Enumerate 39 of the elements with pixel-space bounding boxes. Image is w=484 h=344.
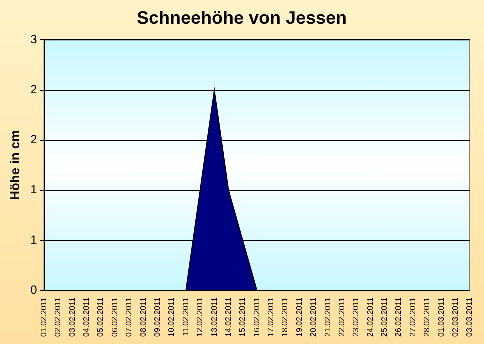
x-tick-label: 24.02.2011 (366, 297, 375, 338)
x-tick-label: 01.03.2011 (436, 297, 446, 338)
x-tick-label: 11.02.2011 (181, 297, 190, 336)
x-tick-label: 03.02.2011 (68, 297, 77, 338)
y-axis-title: Höhe in cm (7, 130, 22, 200)
x-tick-label: 12.02.2011 (196, 297, 205, 338)
x-tick-label: 20.02.2011 (309, 297, 318, 338)
x-tick-label: 07.02.2011 (124, 297, 134, 338)
x-tick-label: 03.03.2011 (465, 297, 474, 338)
x-tick-label: 01.02.2011 (39, 297, 48, 338)
x-tick-label: 25.02.2011 (380, 297, 390, 338)
x-tick-label: 21.02.2011 (323, 297, 332, 338)
x-tick-label: 02.03.2011 (451, 297, 460, 338)
y-tick-label: 3 (30, 32, 38, 47)
x-tick-label: 08.02.2011 (138, 297, 148, 338)
x-tick-label: 10.02.2011 (167, 297, 176, 338)
x-tick-label: 13.02.2011 (210, 297, 219, 338)
x-tick-label: 19.02.2011 (294, 297, 304, 338)
x-tick-label: 16.02.2011 (252, 297, 262, 338)
x-tick-label: 18.02.2011 (280, 297, 290, 338)
x-tick-label: 22.02.2011 (337, 297, 346, 338)
x-tick-label: 17.02.2011 (266, 297, 276, 338)
x-tick-label: 27.02.2011 (408, 297, 418, 338)
chart-title: Schneehöhe von Jessen (136, 8, 348, 29)
x-tick-label: 23.02.2011 (352, 297, 361, 338)
y-tick-label: 1 (30, 232, 38, 247)
x-tick-label: 26.02.2011 (394, 297, 404, 338)
x-tick-label: 02.02.2011 (54, 297, 63, 338)
x-tick-label: 09.02.2011 (153, 297, 162, 338)
x-tick-label: 14.02.2011 (224, 297, 233, 338)
y-tick-label: 1 (30, 182, 38, 197)
x-tick-label: 05.02.2011 (96, 297, 106, 338)
y-tick-label: 0 (30, 282, 38, 297)
x-tick-label: 15.02.2011 (238, 297, 248, 338)
x-tick-label: 04.02.2011 (82, 297, 92, 338)
y-tick-label: 2 (30, 132, 38, 147)
x-tick-label: 06.02.2011 (110, 297, 120, 338)
y-tick-label: 2 (30, 82, 38, 97)
x-tick-label: 28.02.2011 (422, 297, 432, 338)
